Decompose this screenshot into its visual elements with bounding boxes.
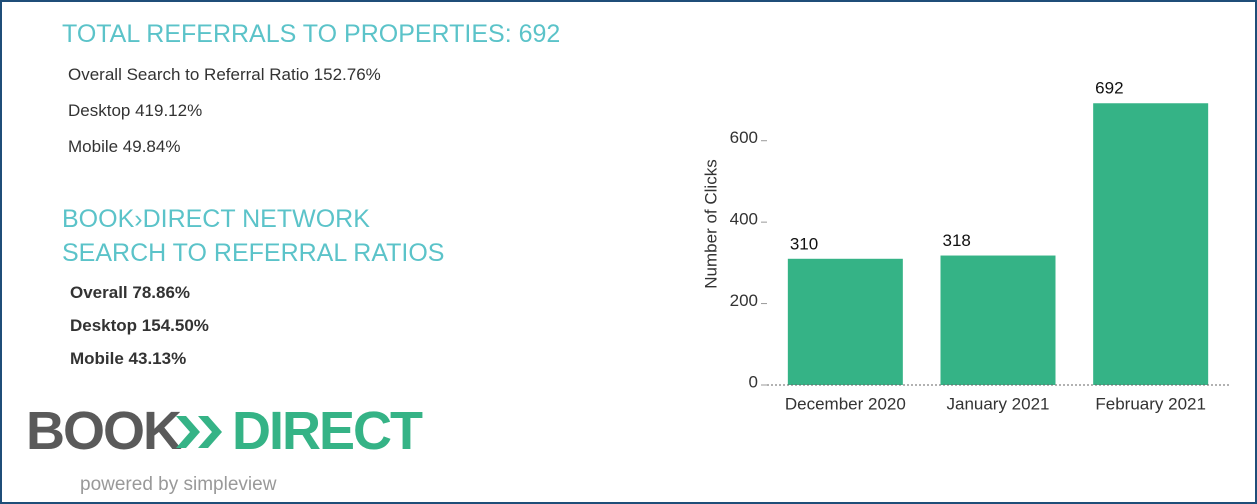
bar xyxy=(940,255,1056,385)
bar xyxy=(1093,103,1209,385)
stat: Desktop 154.50% xyxy=(70,316,209,335)
section-title: SEARCH TO REFERRAL RATIOS xyxy=(62,239,445,267)
stat: Mobile 43.13% xyxy=(70,349,187,368)
data-label: 318 xyxy=(943,231,971,250)
data-label: 692 xyxy=(1095,79,1123,98)
stat: Desktop 419.12% xyxy=(68,101,203,120)
logo-arrows xyxy=(176,416,222,448)
logo-book: BOOK xyxy=(26,401,182,461)
logo-direct: DIRECT xyxy=(232,401,423,461)
x-tick-label: January 2021 xyxy=(946,394,1049,413)
bar xyxy=(787,258,903,385)
title: TOTAL REFERRALS TO PROPERTIES: 692 xyxy=(62,20,561,48)
y-tick-label: 200 xyxy=(730,291,758,310)
y-tick-label: 600 xyxy=(730,128,758,147)
logo-tagline: powered by simpleview xyxy=(80,474,277,495)
y-tick-label: 0 xyxy=(749,372,758,391)
y-axis-label: Number of Clicks xyxy=(701,159,720,288)
x-tick-label: February 2021 xyxy=(1095,394,1206,413)
section-title: BOOK›DIRECT NETWORK xyxy=(62,205,370,233)
data-label: 310 xyxy=(790,234,818,253)
stat: Overall 78.86% xyxy=(70,283,191,302)
x-tick-label: December 2020 xyxy=(785,394,906,413)
stat: Overall Search to Referral Ratio 152.76% xyxy=(68,65,381,84)
y-tick-label: 400 xyxy=(730,210,758,229)
stat: Mobile 49.84% xyxy=(68,137,181,156)
